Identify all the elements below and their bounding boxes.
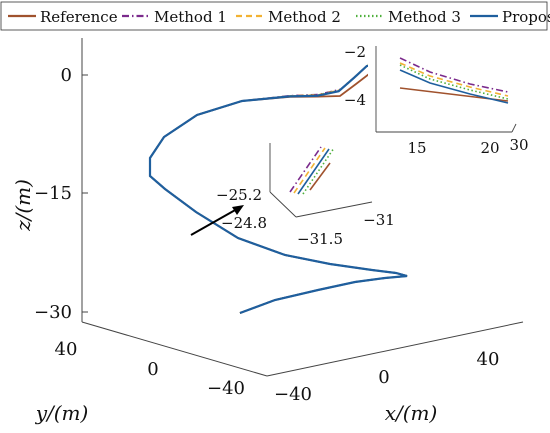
y-axis-line <box>81 321 268 377</box>
axes-main-ticks: 0 −15 −30 40 0 −40 −40 0 40 z/(m) y/(m) x/(m) <box>11 65 499 425</box>
inset-middle-lines <box>289 146 335 195</box>
axes-main <box>81 38 524 377</box>
inset1-y-axis <box>511 123 517 133</box>
y-tick-label: 40 <box>55 339 78 360</box>
x-axis-label: x/(m) <box>385 401 438 425</box>
x-axis-line <box>266 321 524 377</box>
inset2-series-4 <box>302 147 335 195</box>
zoom-arrow <box>190 205 244 236</box>
x-tick-label: 0 <box>378 367 389 388</box>
legend: Reference Method 1 Method 2 Method 3 Propose… <box>0 1 550 31</box>
y-axis-label: y/(m) <box>35 401 89 425</box>
inset2-series-1 <box>309 162 331 191</box>
legend-label-2: Method 1 <box>154 8 227 26</box>
inset2-y-tick: −24.8 <box>221 214 267 232</box>
inset1-series-5 <box>399 69 509 104</box>
inset1-series-2 <box>399 57 509 93</box>
inset1-z-tick: −4 <box>344 91 366 109</box>
inset-top-right-lines <box>399 57 509 104</box>
trajectories <box>148 59 408 315</box>
inset2-x-tick: −31 <box>363 211 395 229</box>
x-tick-label: 40 <box>477 349 500 370</box>
legend-box <box>0 1 548 31</box>
legend-label-5: Proposed <box>502 8 550 26</box>
legend-label-1: Reference <box>40 8 118 26</box>
legend-label-3: Method 2 <box>268 8 341 26</box>
inset2-x-axis <box>295 201 373 218</box>
inset1-x-tick: 15 <box>407 139 426 157</box>
y-tick-label: −40 <box>207 378 245 399</box>
z-axis-label: z/(m) <box>11 179 35 232</box>
z-tick-label: −15 <box>34 183 72 204</box>
z-tick-label: −30 <box>34 302 72 323</box>
inset-top-right: −2 −4 15 20 30 <box>344 36 548 157</box>
inset2-y-axis <box>269 191 297 218</box>
y-tick-label: 0 <box>147 359 158 380</box>
x-tick-label: −40 <box>274 384 312 405</box>
legend-label-4: Method 3 <box>388 8 461 26</box>
z-tick-label: 0 <box>61 65 72 86</box>
series-proposed <box>148 63 408 315</box>
inset1-z-tick: −2 <box>344 43 366 61</box>
inset2-series-5 <box>297 148 330 195</box>
inset-middle: −25.2 −24.8 −31.5 −31 <box>216 143 395 248</box>
inset-top-right-ticks: −2 −4 15 20 30 <box>344 43 529 157</box>
inset1-series-3 <box>399 62 509 97</box>
inset1-x-tick: 20 <box>480 139 499 157</box>
inset2-series-3 <box>293 147 326 194</box>
inset2-z-tick: −25.2 <box>216 186 262 204</box>
inset1-y-tick: 30 <box>509 136 528 154</box>
inset1-series-4 <box>399 64 509 100</box>
inset-top-right-bg <box>368 36 548 156</box>
inset2-series-2 <box>289 146 322 193</box>
inset2-x-tick: −31.5 <box>297 230 343 248</box>
inset-middle-ticks: −25.2 −24.8 −31.5 −31 <box>216 186 395 248</box>
